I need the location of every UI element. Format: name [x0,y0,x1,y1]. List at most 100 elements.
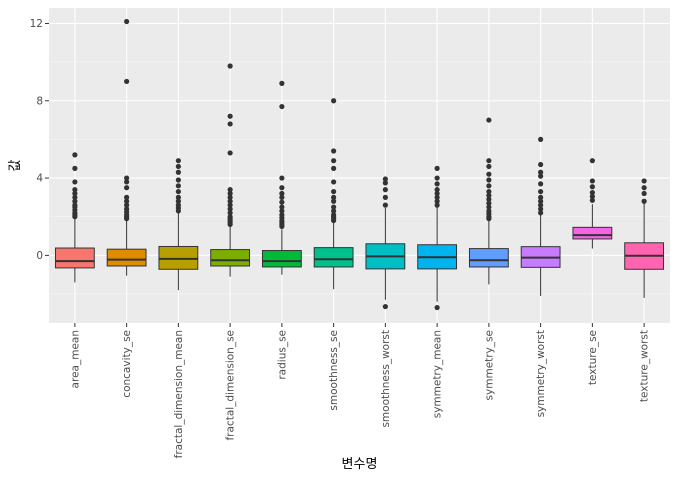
outlier-point [434,175,440,181]
outlier-point [72,198,78,204]
outlier-point [279,194,285,200]
outlier-point [434,181,440,187]
outlier-point [175,188,181,195]
outlier-point [486,196,492,202]
box-body [572,226,613,240]
x-axis: area_mean concavity_se fractal_dimension_m… [69,323,651,458]
outlier-point [331,148,337,154]
outlier-point [124,185,130,191]
outlier-point [486,192,492,199]
outlier-point [486,204,492,210]
box-area_mean [54,152,95,283]
outlier-point [72,165,78,171]
outlier-point [538,206,544,212]
outlier-point [175,202,181,208]
outlier-point [331,204,337,210]
outlier-point [641,178,647,184]
x-tick-label: texture_worst [639,330,651,402]
outlier-point [124,206,130,212]
outlier-point [227,202,233,208]
outlier-point [486,163,492,170]
box-texture_worst [624,178,665,298]
box-body [468,248,509,268]
outlier-point [124,194,130,200]
box-body [313,247,354,268]
outlier-point [538,188,544,195]
x-tick-label: symmetry_mean [432,330,444,418]
outlier-point [589,184,595,190]
outlier-point [227,187,233,193]
outlier-point [486,177,492,183]
outlier-point [227,190,233,197]
box-symmetry_worst [520,136,561,296]
outlier-point [434,194,440,200]
outlier-point [589,189,595,196]
outlier-point [331,194,337,200]
y-tick-label: 0 [36,250,43,262]
outlier-point [486,200,492,206]
outlier-point [72,190,78,197]
outlier-point [486,188,492,195]
outlier-point [382,176,388,182]
outlier-point [589,158,595,164]
y-tick-label: 12 [30,18,43,30]
box-fractal_dimension_mean [158,158,199,291]
outlier-point [382,303,388,310]
x-tick-label: fractal_dimension_mean [173,330,185,458]
outlier-point [486,208,492,214]
outlier-point [434,304,440,311]
x-tick-label: symmetry_worst [535,330,547,417]
outlier-point [72,194,78,200]
outlier-point [589,193,595,200]
box-symmetry_mean [417,165,458,311]
box-fractal_dimension_se [210,63,251,277]
outlier-point [227,150,233,156]
x-tick-label: smoothness_worst [380,330,392,428]
outlier-point [538,161,544,168]
box-smoothness_se [313,98,354,290]
outlier-point [124,18,130,25]
outlier-point [227,194,233,200]
outlier-point [175,194,181,200]
outlier-point [331,188,337,195]
box-concavity_se [106,18,147,276]
outlier-point [227,63,233,69]
x-tick-label: texture_se [587,330,599,385]
outlier-point [331,208,337,214]
outlier-point [486,158,492,164]
outlier-point [279,199,285,205]
x-tick-label: concavity_se [121,330,133,398]
outlier-point [175,163,181,170]
outlier-point [124,179,130,185]
outlier-point [538,210,544,216]
boxes [54,18,665,311]
box-body [54,247,95,269]
box-radius_se [261,80,302,275]
outlier-point [124,78,130,85]
outlier-point [538,194,544,200]
outlier-point [279,175,285,181]
outlier-point [486,183,492,189]
outlier-point [538,173,544,179]
outlier-point [227,113,233,119]
x-tick-label: radius_se [276,330,288,380]
x-tick-label: smoothness_se [328,330,340,411]
outlier-point [227,206,233,212]
outlier-point [382,187,388,193]
outlier-point [227,121,233,127]
x-tick-label: symmetry_se [483,330,495,400]
outlier-point [227,214,233,220]
outlier-point [279,208,285,214]
outlier-point [227,198,233,204]
y-axis-title: 값 [8,159,23,171]
outlier-point [124,202,130,208]
outlier-point [486,117,492,123]
outlier-point [538,198,544,204]
box-body [261,250,302,268]
box-body [106,248,147,267]
outlier-point [382,202,388,208]
outlier-point [175,169,181,175]
outlier-point [486,171,492,177]
outlier-point [434,187,440,193]
outlier-point [641,185,647,191]
